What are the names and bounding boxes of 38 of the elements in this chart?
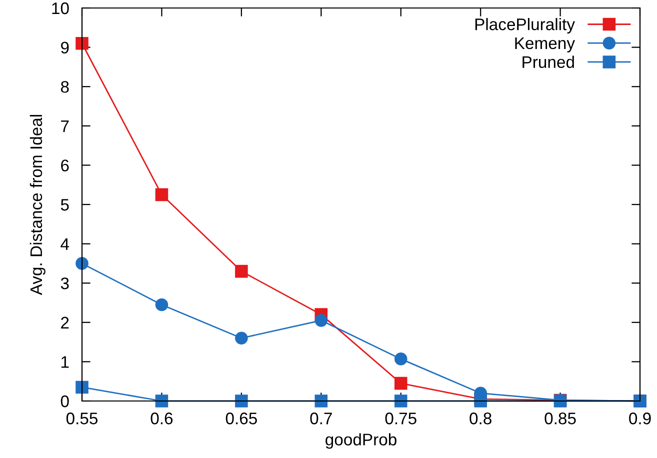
y-tick-label: 2 (61, 316, 69, 328)
point (155, 394, 168, 408)
y-tick-label: 9 (61, 42, 69, 54)
legend-label: PlacePlurality (475, 18, 575, 34)
y-tick-label: 8 (60, 81, 69, 93)
point (394, 376, 408, 390)
legend-label: Kemeny (515, 37, 575, 52)
point (314, 314, 328, 327)
x-tick-label: 0.7 (310, 412, 332, 424)
x-tick-label: 0.55 (66, 412, 98, 424)
point (155, 298, 168, 312)
y-tick-label: 7 (61, 120, 69, 132)
x-axis-title: goodProb (326, 433, 396, 449)
point (76, 36, 88, 50)
point (155, 188, 168, 202)
y-tick-label: 6 (61, 160, 69, 172)
y-axis-title: Avg. Distance from Ideal (30, 114, 46, 296)
x-tick-label: 0.75 (385, 412, 416, 424)
y-tick-label: 10 (52, 2, 69, 14)
y-tick-label: 1 (62, 356, 69, 368)
x-tick-label: 0.9 (629, 412, 651, 424)
x-tick-label: 0.65 (226, 412, 257, 424)
point (235, 332, 248, 345)
x-tick-label: 0.8 (470, 412, 492, 424)
point (235, 394, 248, 408)
y-tick-label: 0 (60, 395, 69, 408)
point (235, 264, 248, 278)
x-tick-label: 0.6 (150, 412, 173, 424)
y-tick-label: 4 (60, 238, 70, 250)
point (76, 380, 88, 394)
y-tick-label: 5 (60, 199, 69, 211)
legend-label: Pruned (522, 56, 574, 68)
x-tick-label: 0.85 (544, 412, 576, 424)
point (76, 257, 88, 270)
point (394, 394, 408, 408)
y-tick-label: 3 (60, 278, 69, 290)
point (394, 352, 408, 366)
point (314, 394, 328, 408)
